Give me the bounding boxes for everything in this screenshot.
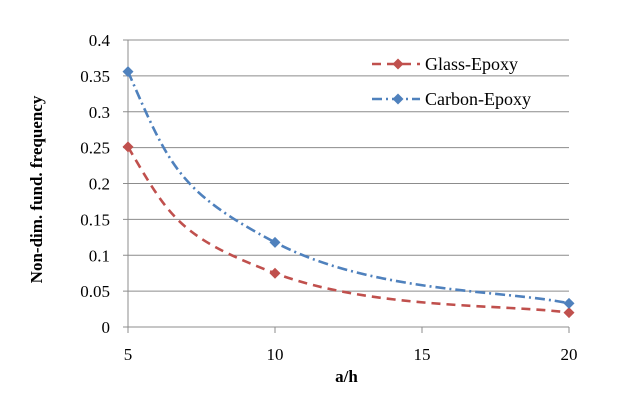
x-tick-label: 20 xyxy=(561,345,578,364)
x-axis-title: a/h xyxy=(335,367,358,386)
data-point-carbon-epoxy xyxy=(269,236,281,248)
y-tick-label: 0.3 xyxy=(89,103,110,122)
y-axis-title: Non-dim. fund. frequency xyxy=(27,95,46,283)
y-tick-label: 0.1 xyxy=(89,246,110,265)
legend: Glass-Epoxy Carbon-Epoxy xyxy=(372,54,531,109)
y-tick-label: 0.15 xyxy=(80,210,110,229)
data-point-carbon-epoxy xyxy=(563,297,575,309)
y-tick-label: 0.2 xyxy=(89,175,110,194)
x-tick-label: 5 xyxy=(124,345,133,364)
data-point-glass-epoxy xyxy=(269,267,281,279)
data-point-carbon-epoxy xyxy=(122,66,134,78)
x-tick-label: 15 xyxy=(414,345,431,364)
y-tick-labels: 0 0.05 0.1 0.15 0.2 0.25 0.3 0.35 0.4 xyxy=(80,31,110,337)
y-tick-label: 0.35 xyxy=(80,67,110,86)
series-group xyxy=(122,66,575,319)
y-tick-label: 0.25 xyxy=(80,139,110,158)
y-tick-label: 0.05 xyxy=(80,282,110,301)
series-line-carbon-epoxy xyxy=(126,71,570,305)
gridlines xyxy=(123,39,570,333)
legend-marker-glass-epoxy xyxy=(392,58,404,70)
data-point-glass-epoxy xyxy=(122,141,134,153)
legend-label-carbon-epoxy: Carbon-Epoxy xyxy=(425,89,531,109)
x-tick-label: 10 xyxy=(267,345,284,364)
y-tick-label: 0 xyxy=(102,318,111,337)
data-point-glass-epoxy xyxy=(563,307,575,319)
y-tick-label: 0.4 xyxy=(89,31,111,50)
series-line-glass-epoxy xyxy=(126,146,570,314)
x-tick-labels: 5 10 15 20 xyxy=(124,345,578,364)
legend-label-glass-epoxy: Glass-Epoxy xyxy=(425,54,518,74)
legend-marker-carbon-epoxy xyxy=(392,93,404,105)
